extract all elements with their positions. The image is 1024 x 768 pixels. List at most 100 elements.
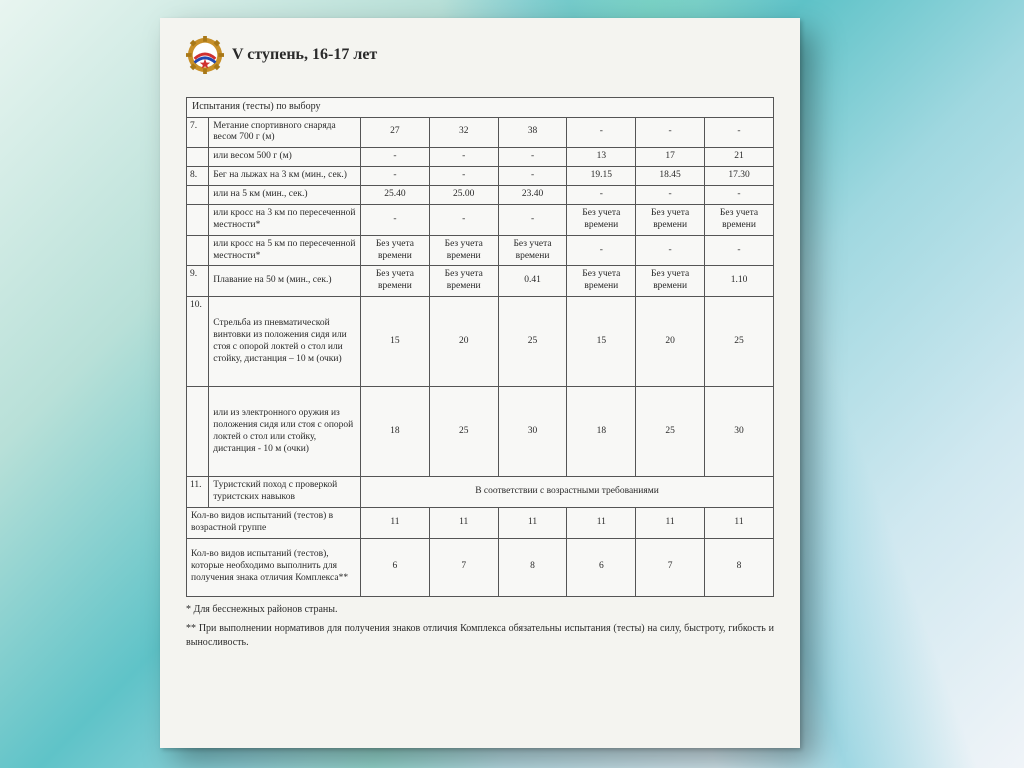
value-cell: - [567,186,636,205]
value-cell: 1.10 [705,266,774,297]
row-number: 11. [187,477,209,508]
value-cell: 21 [705,148,774,167]
value-cell: Без учета времени [361,266,430,297]
value-cell: 32 [429,117,498,148]
value-cell: 25.00 [429,186,498,205]
value-cell: - [498,167,567,186]
table-row: или на 5 км (мин., сек.)25.4025.0023.40-… [187,186,774,205]
value-cell: - [705,235,774,266]
summary-row: Кол-во видов испытаний (тестов) в возрас… [187,507,774,538]
value-cell: 18 [567,387,636,477]
value-cell: Без учета времени [705,204,774,235]
row-label: или из электронного оружия из положения … [209,387,361,477]
value-cell: 25 [705,297,774,387]
value-cell: 15 [567,297,636,387]
value-cell: Без учета времени [429,266,498,297]
value-cell: - [636,235,705,266]
value-cell: - [567,235,636,266]
value-cell: 17.30 [705,167,774,186]
merged-value: В соответствии с возрастными требованиям… [361,477,774,508]
value-cell: 25.40 [361,186,430,205]
footnote-2: ** При выполнении нормативов для получен… [186,622,774,649]
value-cell: - [498,204,567,235]
value-cell: 11 [567,507,636,538]
table-row: 10.Стрельба из пневматической винтовки и… [187,297,774,387]
value-cell: - [429,148,498,167]
table-row: 11.Туристский поход с проверкой туристск… [187,477,774,508]
row-label: или весом 500 г (м) [209,148,361,167]
value-cell: - [429,167,498,186]
value-cell: 11 [429,507,498,538]
value-cell: - [636,186,705,205]
value-cell: Без учета времени [429,235,498,266]
table-row: 9.Плавание на 50 м (мин., сек.)Без учета… [187,266,774,297]
value-cell: 11 [361,507,430,538]
value-cell: - [361,148,430,167]
value-cell: 30 [705,387,774,477]
value-cell: 25 [429,387,498,477]
value-cell: - [636,117,705,148]
value-cell: 20 [429,297,498,387]
row-label: Туристский поход с проверкой туристских … [209,477,361,508]
value-cell: - [705,186,774,205]
value-cell: 0.41 [498,266,567,297]
section-header-cell: Испытания (тесты) по выбору [187,98,774,118]
value-cell: 7 [636,538,705,596]
table-row: 7.Метание спортивного снаряда весом 700 … [187,117,774,148]
value-cell: - [361,204,430,235]
row-label: Плавание на 50 м (мин., сек.) [209,266,361,297]
value-cell: 11 [636,507,705,538]
table-row: или кросс на 5 км по пересеченной местно… [187,235,774,266]
value-cell: 11 [498,507,567,538]
footnote-1: * Для бесснежных районов страны. [186,603,774,617]
value-cell: - [429,204,498,235]
row-label: или на 5 км (мин., сек.) [209,186,361,205]
value-cell: Без учета времени [636,204,705,235]
row-label: Метание спортивного снаряда весом 700 г … [209,117,361,148]
page-header: V ступень, 16-17 лет [186,36,774,74]
value-cell: 6 [567,538,636,596]
table-row: или весом 500 г (м)---131721 [187,148,774,167]
value-cell: 20 [636,297,705,387]
value-cell: 13 [567,148,636,167]
row-number: 10. [187,297,209,387]
value-cell: 8 [705,538,774,596]
value-cell: 25 [636,387,705,477]
value-cell: 18.45 [636,167,705,186]
page-title: V ступень, 16-17 лет [232,46,377,64]
value-cell: 18 [361,387,430,477]
value-cell: - [361,167,430,186]
section-header-row: Испытания (тесты) по выбору [187,98,774,118]
row-label: или кросс на 3 км по пересеченной местно… [209,204,361,235]
value-cell: 30 [498,387,567,477]
value-cell: 25 [498,297,567,387]
value-cell: 19.15 [567,167,636,186]
row-number: 8. [187,167,209,186]
row-number: 7. [187,117,209,148]
table-row: или кросс на 3 км по пересеченной местно… [187,204,774,235]
row-number [187,186,209,205]
value-cell: Без учета времени [636,266,705,297]
value-cell: Без учета времени [567,266,636,297]
row-number [187,148,209,167]
value-cell: 15 [361,297,430,387]
value-cell: 8 [498,538,567,596]
standards-table: Испытания (тесты) по выбору 7.Метание сп… [186,97,774,597]
table-row: или из электронного оружия из положения … [187,387,774,477]
summary-label: Кол-во видов испытаний (тестов) в возрас… [187,507,361,538]
value-cell: 27 [361,117,430,148]
value-cell: 7 [429,538,498,596]
row-label: или кросс на 5 км по пересеченной местно… [209,235,361,266]
value-cell: Без учета времени [567,204,636,235]
value-cell: 38 [498,117,567,148]
value-cell: - [567,117,636,148]
value-cell: 17 [636,148,705,167]
row-number [187,387,209,477]
row-label: Стрельба из пневматической винтовки из п… [209,297,361,387]
row-number [187,204,209,235]
value-cell: 6 [361,538,430,596]
table-row: 8.Бег на лыжах на 3 км (мин., сек.)---19… [187,167,774,186]
value-cell: 11 [705,507,774,538]
row-label: Бег на лыжах на 3 км (мин., сек.) [209,167,361,186]
row-number [187,235,209,266]
